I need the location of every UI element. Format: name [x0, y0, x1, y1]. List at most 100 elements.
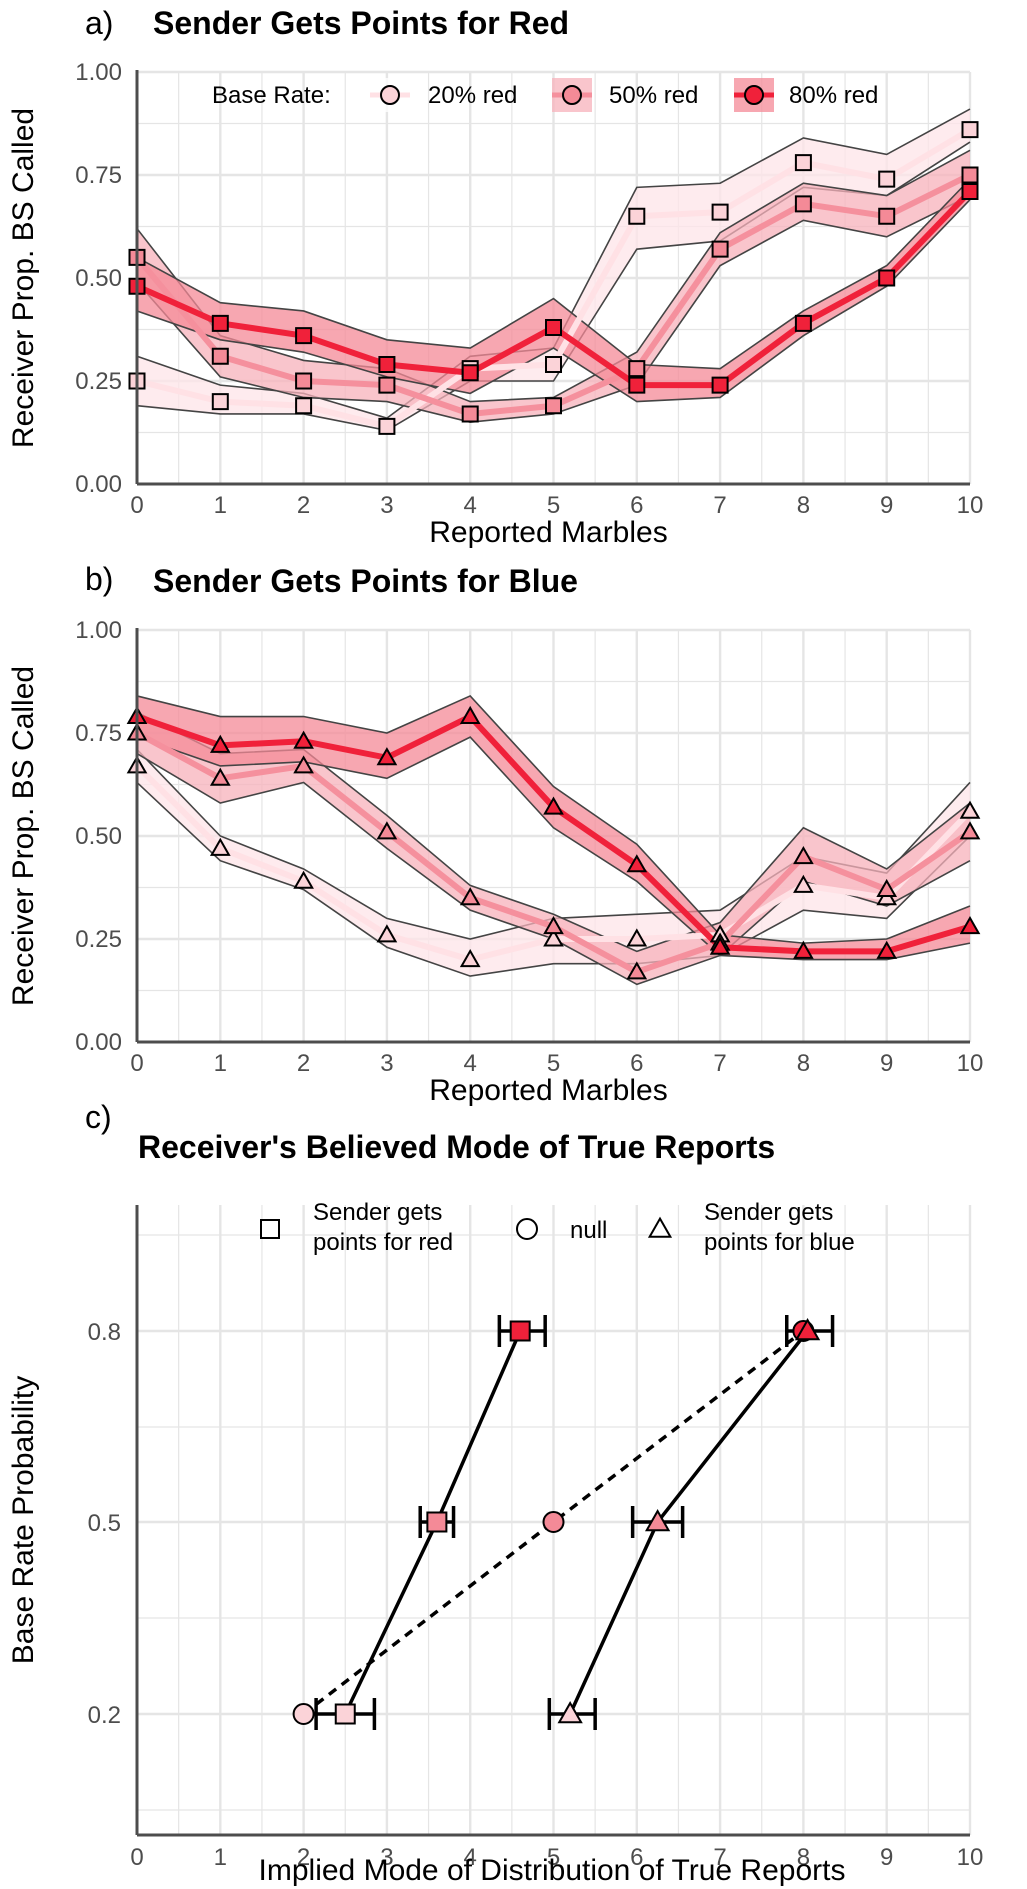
x-tick-label: 5 — [547, 1050, 560, 1077]
data-point — [626, 854, 648, 873]
legend: Base Rate: 20% red 50% red 80% red — [212, 78, 878, 112]
x-tick-label: 0 — [130, 1050, 143, 1077]
y-tick-label: 0.2 — [88, 1702, 121, 1729]
data-point — [376, 747, 398, 766]
x-tick-label: 1 — [214, 492, 227, 519]
data-point — [709, 936, 731, 955]
data-point — [961, 166, 979, 184]
ci-lower-edge — [136, 736, 971, 961]
data-point — [794, 314, 812, 332]
data-point — [211, 347, 229, 365]
data-point — [545, 397, 562, 415]
panel-a: 0 1 2 3 4 5 6 7 8 9 10 0.00 0.25 0.50 0.75 1.00 a) Sender… — [7, 5, 983, 549]
legend: Sender gets points for red null Sender gets… — [260, 1199, 855, 1256]
legend-label-line: Sender gets — [704, 1199, 833, 1226]
data-point — [211, 393, 229, 411]
data-point — [644, 1509, 671, 1532]
y-tick-label: 1.00 — [75, 59, 122, 86]
x-tick-label: 4 — [464, 492, 477, 519]
data-point — [626, 961, 648, 980]
data-point — [295, 327, 313, 345]
x-tick-label: 9 — [880, 492, 893, 519]
data-point — [793, 940, 814, 959]
legend-key — [260, 1219, 280, 1239]
data-point — [426, 1511, 448, 1533]
y-tick-label: 0.25 — [75, 926, 122, 953]
data-point — [793, 845, 814, 865]
x-tick-label: 8 — [797, 1844, 810, 1871]
x-tick-label: 10 — [957, 492, 984, 519]
y-tick-label: 0.00 — [75, 471, 122, 498]
x-tick-label: 4 — [464, 1844, 477, 1871]
data-point — [295, 397, 313, 415]
data-point — [794, 154, 812, 172]
y-axis-title: Receiver Prop. BS Called — [7, 666, 40, 1006]
legend-label: 20% red — [428, 82, 517, 109]
legend-label: 50% red — [609, 82, 698, 109]
data-point — [711, 203, 729, 221]
data-point — [876, 940, 898, 959]
panel-c: 0 1 2 3 4 5 6 7 8 9 10 0.2 0.5 0.8 c) Receiver's Believ… — [7, 1099, 983, 1887]
y-axis-title: Receiver Prop. BS Called — [7, 108, 40, 448]
data-point — [959, 800, 981, 819]
data-point — [334, 1703, 356, 1725]
y-tick-label: 0.25 — [75, 368, 122, 395]
x-tick-label: 10 — [957, 1844, 984, 1871]
x-tick-label: 5 — [547, 492, 560, 519]
data-point — [959, 915, 981, 935]
x-tick-label: 2 — [297, 1844, 310, 1871]
legend-label: Sender gets points for red — [313, 1199, 453, 1256]
y-tick-label: 0.50 — [75, 265, 122, 292]
x-tick-label: 9 — [880, 1844, 893, 1871]
legend-label: null — [570, 1217, 607, 1244]
data-point — [793, 874, 814, 893]
ci-lower-edge — [136, 781, 971, 977]
y-tick-label: 0.75 — [75, 162, 122, 189]
data-point — [292, 1703, 315, 1725]
y-tick-label: 0.5 — [88, 1510, 121, 1537]
ci-lower-edge — [136, 199, 971, 403]
x-tick-label: 0 — [130, 492, 143, 519]
data-point — [545, 356, 562, 374]
data-point — [461, 405, 479, 423]
legend-label: Sender gets points for blue — [704, 1199, 855, 1256]
legend-label-line: Sender gets — [313, 1199, 442, 1226]
data-point — [459, 948, 481, 968]
data-point — [959, 821, 981, 840]
data-point — [557, 1701, 583, 1724]
ci-band-1 — [137, 712, 970, 985]
x-tick-label: 1 — [214, 1844, 227, 1871]
data-point — [209, 837, 231, 856]
legend-title: Base Rate: — [212, 82, 331, 109]
ci-band-2 — [137, 179, 970, 402]
panel-letter: a) — [85, 5, 113, 41]
x-tick-label: 8 — [797, 492, 810, 519]
data-point — [961, 182, 979, 200]
data-point — [293, 870, 314, 889]
data-point — [293, 730, 314, 749]
ci-upper-edge — [136, 694, 971, 944]
y-tick-label: 0.50 — [75, 823, 122, 850]
data-point — [378, 376, 396, 394]
data-point — [459, 887, 481, 906]
x-tick-label: 6 — [630, 1050, 643, 1077]
x-tick-label: 3 — [380, 492, 393, 519]
x-axis-title: Reported Marbles — [429, 516, 667, 549]
data-point — [295, 372, 313, 390]
data-point — [961, 121, 979, 139]
data-point — [543, 915, 564, 935]
x-tick-label: 8 — [797, 1050, 810, 1077]
legend-key — [647, 1216, 673, 1238]
x-tick-label: 7 — [713, 1050, 726, 1077]
data-point — [545, 318, 562, 336]
data-point — [509, 1320, 531, 1342]
x-tick-label: 3 — [380, 1844, 393, 1871]
data-point — [711, 376, 729, 394]
data-point — [376, 924, 398, 943]
legend-key — [516, 1218, 538, 1240]
legend-key — [562, 85, 582, 105]
y-axis-title: Base Rate Probability — [7, 1376, 40, 1665]
ci-upper-edge — [136, 178, 971, 370]
x-tick-label: 5 — [547, 1844, 560, 1871]
data-point — [628, 207, 646, 225]
